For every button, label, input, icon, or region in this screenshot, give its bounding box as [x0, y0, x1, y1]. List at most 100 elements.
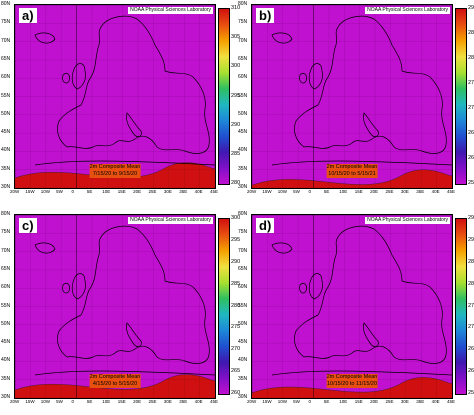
lat-label: 70N — [238, 37, 248, 44]
color-scale-tick: 310 — [231, 5, 241, 11]
color-scale-tick: 270 — [231, 346, 241, 353]
color-scale-tick: 275 — [468, 302, 474, 309]
lat-label: 65N — [238, 265, 248, 272]
lat-label: 45N — [238, 339, 248, 346]
lon-label: 0 — [71, 189, 75, 194]
color-scale-tick: 290 — [468, 5, 474, 11]
coastline — [299, 283, 307, 294]
color-scale-tick: 305 — [231, 34, 241, 41]
coastline — [57, 15, 210, 154]
credit-text: NOAA Physical Sciences Laboratory — [365, 217, 450, 224]
lat-label: 70N — [238, 247, 248, 254]
lat-label: 55N — [238, 92, 248, 99]
lon-label: 20E — [133, 189, 142, 194]
coastline — [294, 225, 447, 364]
lon-label: 45E — [210, 399, 219, 404]
lon-label: 15W — [262, 399, 272, 404]
lat-label: 75N — [1, 229, 11, 236]
lat-label: 30N — [1, 184, 11, 190]
caption-title: 2m Composite Mean — [326, 374, 378, 380]
color-scale-tick: 255 — [468, 390, 474, 396]
coastline — [57, 225, 210, 364]
caption-dates: 10/15/20 to 5/15/21 — [328, 171, 376, 177]
coastline — [34, 32, 56, 44]
lon-label: 45E — [210, 189, 219, 194]
panel-label: a) — [19, 8, 37, 23]
map-panel-d: d) NOAA Physical Sciences Laboratory 2m Co… — [237, 210, 474, 415]
lon-label: 40E — [431, 399, 440, 404]
contour-band — [252, 215, 452, 394]
lat-label: 75N — [238, 229, 248, 236]
lon-label: 15W — [25, 399, 35, 404]
composite-caption: 2m Composite Mean 7/15/20 to 9/15/20 — [89, 164, 141, 178]
lon-label: 35E — [179, 189, 188, 194]
lat-label: 30N — [1, 394, 11, 400]
lon-label: 35E — [416, 189, 425, 194]
lon-label: 15W — [262, 189, 272, 194]
lat-label: 60N — [1, 284, 11, 291]
coastline — [271, 242, 293, 254]
lon-label: 10E — [339, 189, 348, 194]
lon-label: 25E — [148, 189, 157, 194]
color-scale-tick: 290 — [231, 121, 241, 128]
lon-label: 5W — [56, 399, 63, 404]
color-scale-bar — [455, 218, 467, 395]
contour-band — [15, 5, 215, 179]
lon-label: 10W — [277, 399, 288, 404]
color-scale-tick: 265 — [468, 130, 474, 136]
lon-label: 10E — [102, 399, 111, 404]
lat-label: 35N — [1, 375, 11, 382]
lon-label: 45E — [447, 399, 456, 404]
lon-label: 15W — [25, 189, 35, 194]
color-scale-tick: 255 — [468, 180, 474, 186]
lon-label: 30E — [400, 399, 409, 404]
lat-label: 35N — [238, 375, 248, 382]
caption-dates: 4/15/20 to 5/15/20 — [92, 381, 138, 387]
lat-label: 60N — [238, 284, 248, 291]
color-scale-bar — [218, 8, 230, 185]
color-scale-tick: 300 — [231, 215, 241, 221]
lon-label: 30E — [400, 189, 409, 194]
lon-label: 20W — [247, 189, 257, 194]
lon-label: 10W — [40, 189, 51, 194]
lat-label: 70N — [1, 247, 11, 254]
lat-label: 45N — [1, 339, 11, 346]
lat-label: 30N — [238, 184, 248, 190]
lat-label: 40N — [1, 357, 11, 364]
lon-label: 40E — [431, 189, 440, 194]
lat-label: 80N — [1, 1, 11, 7]
lat-label: 65N — [1, 55, 11, 62]
credit-text: NOAA Physical Sciences Laboratory — [128, 217, 213, 224]
color-scale-tick: 270 — [468, 105, 474, 111]
coastline — [363, 112, 379, 137]
lon-label: 10E — [102, 189, 111, 194]
color-scale-tick: 280 — [468, 55, 474, 61]
temperature-map: a) NOAA Physical Sciences Laboratory 2m Co… — [14, 4, 216, 189]
lon-label: 0 — [308, 399, 312, 404]
lat-label: 40N — [238, 147, 248, 154]
composite-caption: 2m Composite Mean 10/15/20 to 5/15/21 — [326, 164, 378, 178]
lon-label: 5E — [323, 399, 330, 404]
lon-label: 20W — [10, 399, 20, 404]
color-scale-tick: 285 — [468, 30, 474, 36]
map-panel-c: c) NOAA Physical Sciences Laboratory 2m Co… — [0, 210, 241, 415]
lat-label: 65N — [1, 265, 11, 272]
color-scale-bar — [455, 8, 467, 185]
lat-label: 50N — [1, 110, 11, 117]
lon-label: 10E — [339, 399, 348, 404]
caption-dates: 10/15/20 to 11/15/20 — [326, 381, 378, 387]
lon-label: 30E — [163, 189, 172, 194]
lon-label: 5E — [86, 189, 93, 194]
color-scale-tick: 265 — [468, 346, 474, 353]
lat-label: 60N — [1, 74, 11, 81]
coastline — [34, 242, 56, 254]
lat-label: 55N — [1, 92, 11, 99]
coastline — [71, 63, 86, 90]
lon-label: 20E — [133, 399, 142, 404]
lon-label: 15E — [117, 189, 126, 194]
lat-label: 40N — [1, 147, 11, 154]
lat-label: 75N — [1, 19, 11, 26]
lon-label: 40E — [194, 189, 203, 194]
color-scale-tick: 285 — [231, 280, 241, 287]
lat-label: 45N — [1, 129, 11, 136]
